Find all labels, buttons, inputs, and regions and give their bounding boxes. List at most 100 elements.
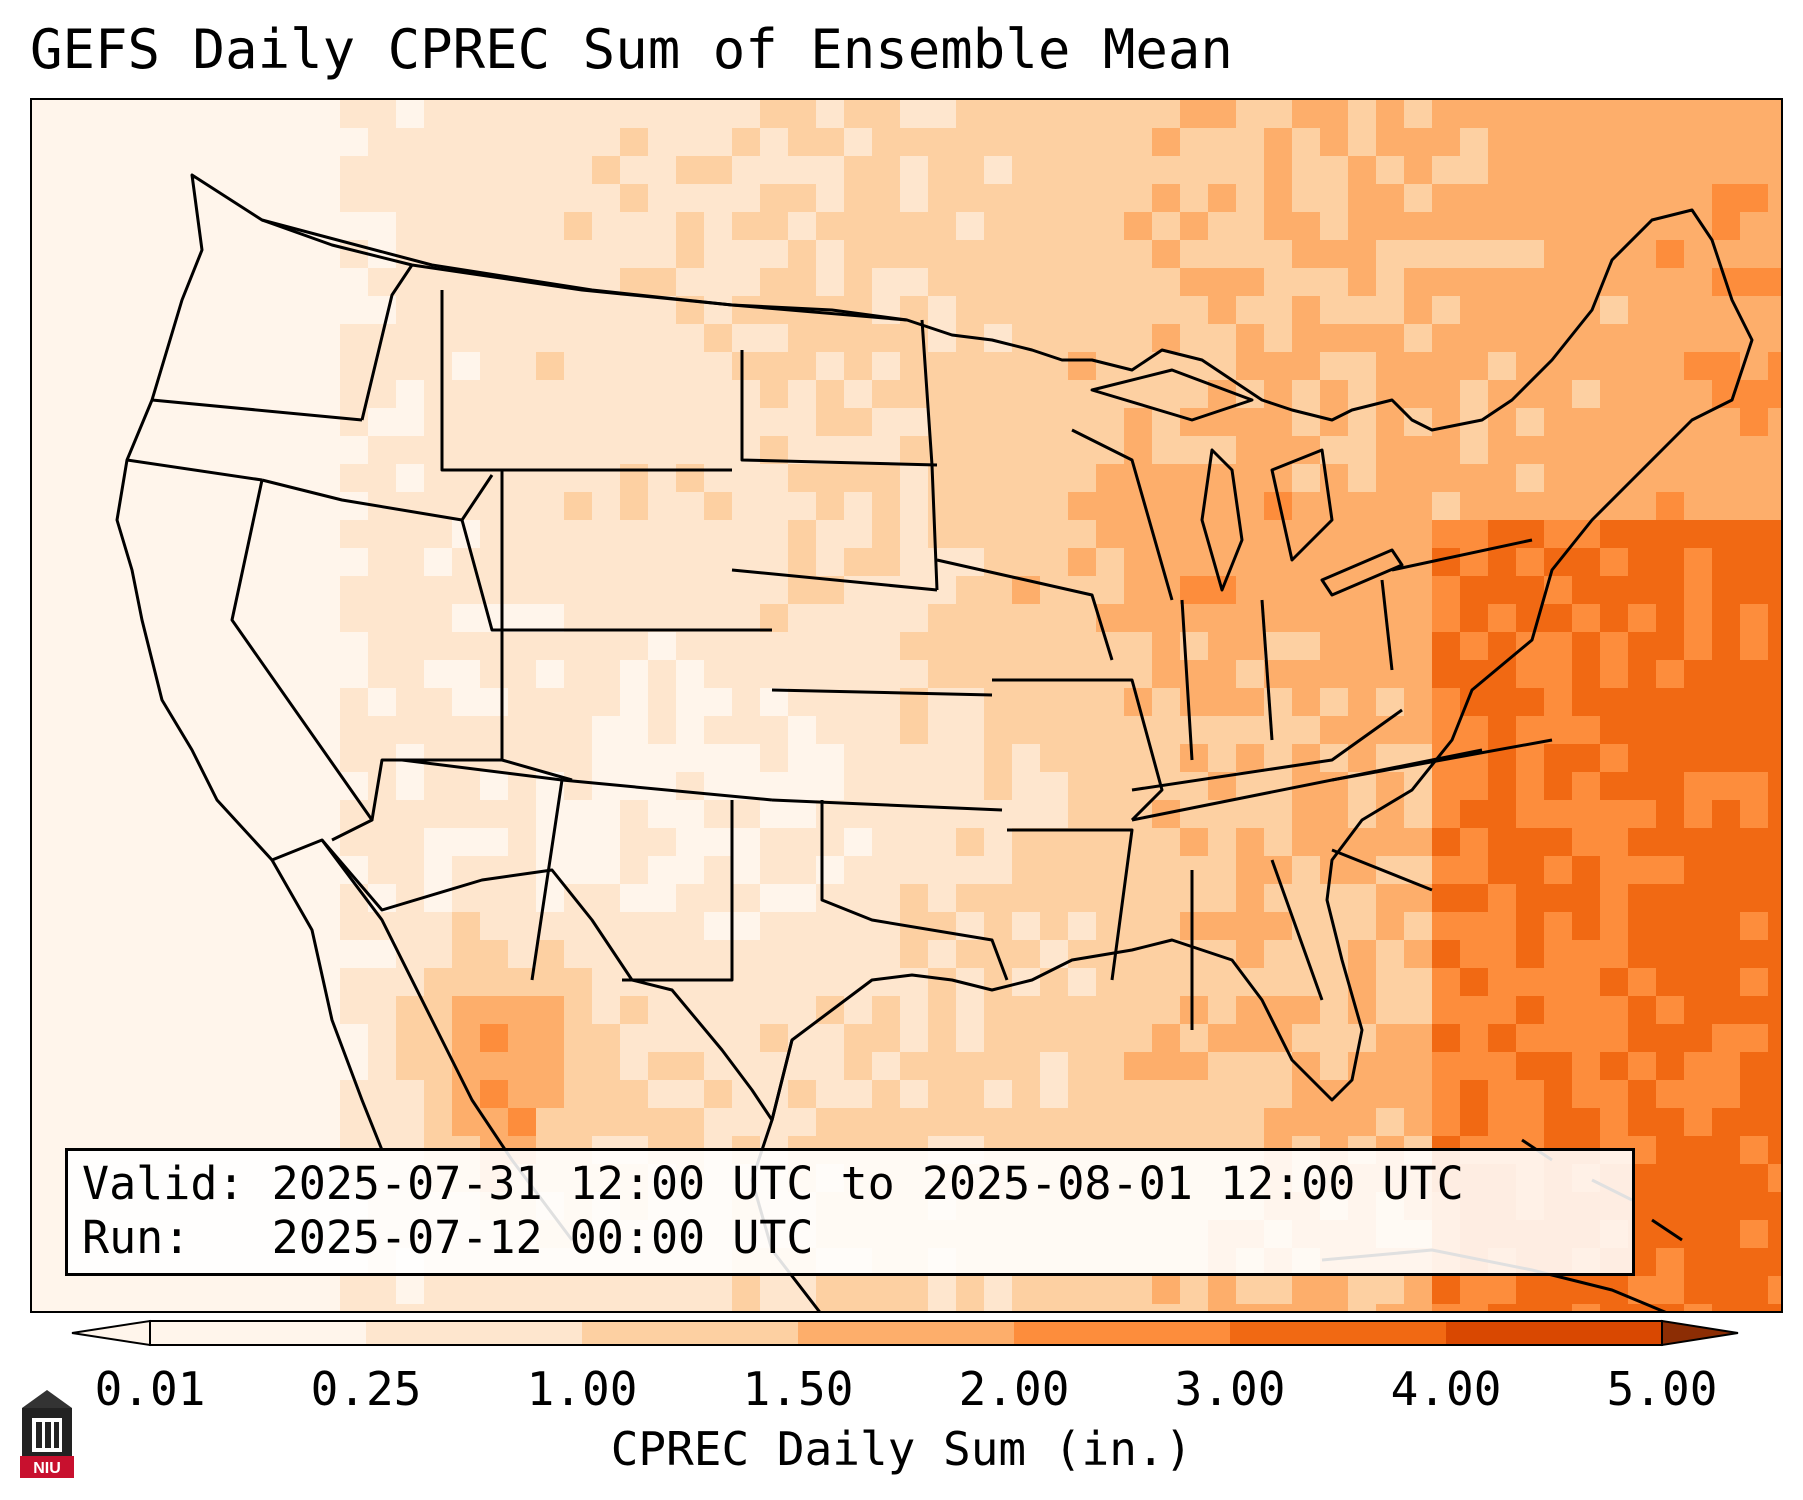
precip-cell bbox=[1264, 576, 1292, 604]
precip-cell bbox=[340, 324, 368, 352]
precip-cell bbox=[1768, 660, 1781, 688]
precip-cell bbox=[172, 1024, 200, 1052]
precip-cell bbox=[956, 744, 984, 772]
precip-cell bbox=[592, 1304, 620, 1311]
precip-cell bbox=[32, 828, 60, 856]
precip-cell bbox=[1712, 912, 1740, 940]
precip-cell bbox=[1040, 464, 1068, 492]
precip-cell bbox=[1068, 1052, 1096, 1080]
precip-cell bbox=[564, 212, 592, 240]
precip-cell bbox=[872, 1052, 900, 1080]
precip-cell bbox=[396, 660, 424, 688]
precip-cell bbox=[760, 156, 788, 184]
precip-cell bbox=[340, 464, 368, 492]
precip-cell bbox=[1740, 1136, 1768, 1164]
precip-cell bbox=[228, 1304, 256, 1311]
precip-cell bbox=[1208, 184, 1236, 212]
precip-cell bbox=[1684, 1136, 1712, 1164]
precip-cell bbox=[1236, 884, 1264, 912]
precip-cell bbox=[1264, 912, 1292, 940]
precip-cell bbox=[592, 576, 620, 604]
canada-border bbox=[261, 218, 908, 322]
precip-cell bbox=[872, 884, 900, 912]
precip-cell bbox=[1124, 772, 1152, 800]
precip-cell bbox=[1432, 268, 1460, 296]
precip-cell bbox=[1712, 828, 1740, 856]
precip-cell bbox=[1292, 520, 1320, 548]
precip-cell bbox=[1348, 688, 1376, 716]
precip-cell bbox=[1628, 940, 1656, 968]
precip-cell bbox=[844, 464, 872, 492]
precip-cell bbox=[1348, 520, 1376, 548]
precip-cell bbox=[256, 296, 284, 324]
precip-cell bbox=[88, 240, 116, 268]
lake-huron bbox=[1270, 448, 1334, 562]
precip-cell bbox=[732, 464, 760, 492]
precip-cell bbox=[1208, 296, 1236, 324]
precip-cell bbox=[900, 1080, 928, 1108]
precip-cell bbox=[956, 1052, 984, 1080]
precip-cell bbox=[1488, 856, 1516, 884]
precip-cell bbox=[1656, 604, 1684, 632]
precip-cell bbox=[60, 688, 88, 716]
precip-cell bbox=[256, 128, 284, 156]
precip-cell bbox=[32, 1192, 60, 1220]
precip-cell bbox=[340, 128, 368, 156]
precip-cell bbox=[732, 1276, 760, 1304]
precip-cell bbox=[32, 296, 60, 324]
border-ia-mo bbox=[936, 558, 1114, 661]
precip-cell bbox=[508, 408, 536, 436]
precip-cell bbox=[1124, 436, 1152, 464]
precip-cell bbox=[984, 1276, 1012, 1304]
precip-cell bbox=[844, 828, 872, 856]
precip-cell bbox=[760, 240, 788, 268]
precip-cell bbox=[1208, 128, 1236, 156]
precip-cell bbox=[1460, 128, 1488, 156]
precip-cell bbox=[732, 856, 760, 884]
precip-cell bbox=[1376, 1080, 1404, 1108]
precip-cell bbox=[1040, 688, 1068, 716]
precip-cell bbox=[172, 912, 200, 940]
precip-cell bbox=[1096, 968, 1124, 996]
precip-cell bbox=[676, 548, 704, 576]
precip-cell bbox=[228, 212, 256, 240]
precip-cell bbox=[32, 1164, 60, 1192]
precip-cell bbox=[816, 632, 844, 660]
precip-cell bbox=[872, 100, 900, 128]
precip-cell bbox=[620, 548, 648, 576]
tick-label-4: 2.00 bbox=[958, 1362, 1070, 1416]
precip-cell bbox=[452, 996, 480, 1024]
precip-cell bbox=[1236, 212, 1264, 240]
precip-cell bbox=[1432, 324, 1460, 352]
precip-cell bbox=[1656, 548, 1684, 576]
precip-cell bbox=[1124, 1108, 1152, 1136]
precip-cell bbox=[788, 1080, 816, 1108]
precip-cell bbox=[1292, 184, 1320, 212]
precip-cell bbox=[1768, 324, 1781, 352]
precip-cell bbox=[1404, 968, 1432, 996]
precip-cell bbox=[732, 744, 760, 772]
precip-cell bbox=[1236, 604, 1264, 632]
precip-cell bbox=[368, 128, 396, 156]
precip-cell bbox=[340, 968, 368, 996]
precip-cell bbox=[1488, 128, 1516, 156]
precip-cell bbox=[396, 492, 424, 520]
precip-cell bbox=[1180, 100, 1208, 128]
precip-cell bbox=[228, 912, 256, 940]
border-ne-ks bbox=[771, 688, 993, 697]
precip-cell bbox=[32, 912, 60, 940]
precip-cell bbox=[1068, 660, 1096, 688]
precip-cell bbox=[1544, 184, 1572, 212]
precip-cell bbox=[368, 828, 396, 856]
precip-cell bbox=[900, 240, 928, 268]
border-pa-ny bbox=[1391, 538, 1533, 572]
precip-cell bbox=[1320, 1024, 1348, 1052]
precip-cell bbox=[172, 968, 200, 996]
precip-cell bbox=[984, 884, 1012, 912]
tick-label-7: 5.00 bbox=[1606, 1362, 1718, 1416]
precip-cell bbox=[1432, 408, 1460, 436]
precip-cell bbox=[1320, 352, 1348, 380]
precip-cell bbox=[424, 324, 452, 352]
precip-cell bbox=[1040, 1276, 1068, 1304]
precip-cell bbox=[732, 184, 760, 212]
